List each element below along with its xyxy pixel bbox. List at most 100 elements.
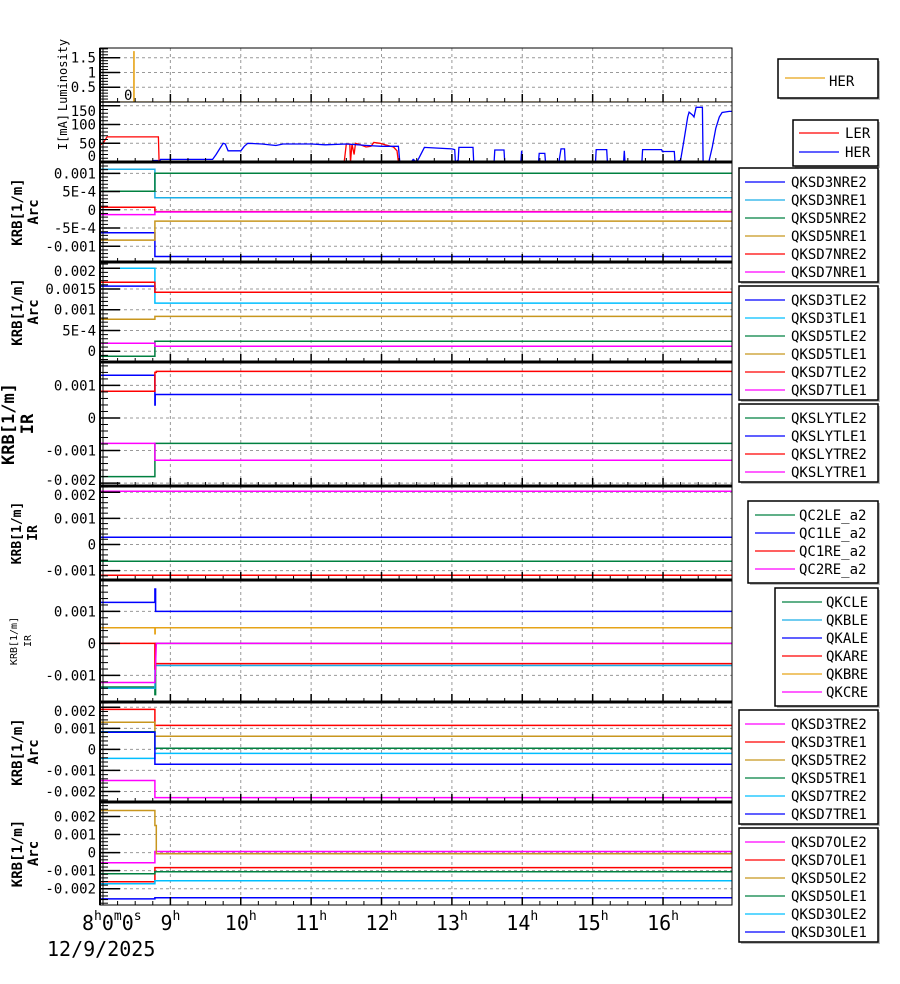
- x-tick-hour: 16: [647, 911, 671, 935]
- series-line-qksd3ole1: [100, 897, 732, 900]
- series-line-qksd5tle2: [100, 340, 732, 357]
- legend-box: [738, 709, 879, 825]
- legend-label: QKSD7NRE2: [791, 247, 867, 263]
- y-tick-label: 0: [88, 203, 96, 219]
- series-line-qkale: [100, 588, 732, 613]
- legend-box: [738, 827, 879, 943]
- legend-label: QC1RE_a2: [799, 544, 866, 560]
- series-line-qksd5tre2: [100, 721, 732, 738]
- y-tick-label: -0.001: [45, 239, 96, 255]
- y-tick-label: -0.001: [45, 444, 96, 460]
- legend-label: QKSD7NRE1: [791, 265, 867, 281]
- legend-background: [739, 168, 878, 282]
- x-tick-label: 15h: [577, 909, 609, 935]
- series-line-ler: [100, 136, 732, 162]
- legend-label: QKSD7TRE2: [791, 789, 867, 805]
- y-axis-label: KRB[1/m]: [10, 718, 26, 785]
- legend-label: QKCRE: [826, 685, 868, 701]
- legend-label: QKSD3OLE2: [791, 907, 867, 923]
- x-tick-label: 10h: [225, 909, 257, 935]
- y-tick-label: 5E-4: [62, 185, 96, 201]
- series-line-her: [100, 106, 732, 162]
- panel-frame: [99, 579, 733, 703]
- y-axis-label: IR: [18, 413, 38, 434]
- series-line-qksd3tre2: [100, 779, 732, 799]
- x-tick-hour: 14: [506, 911, 530, 935]
- y-tick-label: -5E-4: [54, 221, 96, 237]
- y-tick-label: -0.001: [45, 668, 96, 684]
- y-tick-label: 0.5: [71, 80, 96, 96]
- series-line-qksd7tle1: [100, 342, 732, 347]
- legend-label: HER: [845, 145, 871, 161]
- y-tick-label: 0.002: [54, 809, 96, 825]
- series-line-qksd7ole2: [100, 850, 732, 864]
- x-tick-label: 11h: [295, 909, 327, 935]
- y-tick-label: -0.002: [45, 882, 96, 898]
- y-axis-label: Arc: [26, 199, 42, 224]
- y-tick-label: 0.001: [54, 378, 96, 394]
- x-tick-hour: 11: [295, 911, 319, 935]
- legend-background: [739, 286, 878, 400]
- legend-label: LER: [845, 126, 871, 142]
- legend-background: [775, 588, 878, 706]
- series-line-qkslytre2: [100, 370, 732, 393]
- y-tick-label: 50: [79, 136, 96, 152]
- x-origin-part: m: [114, 909, 122, 924]
- x-origin-part: h: [94, 909, 102, 924]
- legend-label: QKSD3TLE1: [791, 311, 867, 327]
- y-axis-label: KRB[1/m]: [0, 383, 19, 465]
- x-tick-hour: 15: [577, 911, 601, 935]
- legend-box: [777, 58, 879, 99]
- legend-background: [739, 710, 878, 824]
- legend-label: QKSD3TLE2: [791, 293, 867, 309]
- series-line-qksd7tle2: [100, 281, 732, 294]
- y-tick-label: 150: [71, 104, 96, 120]
- y-tick-label: 0.001: [54, 511, 96, 527]
- x-tick-hour: 9: [160, 911, 172, 935]
- y-tick-label: 1.5: [71, 51, 96, 67]
- x-tick-hour: 13: [436, 911, 460, 935]
- x-tick-unit: h: [390, 909, 398, 924]
- series-line-qksd3ole2: [100, 880, 732, 885]
- x-tick-label: 13h: [436, 909, 468, 935]
- legend-label: QKBLE: [826, 613, 868, 629]
- panel-frame: [99, 101, 733, 163]
- series-line-qksd7nre1: [100, 211, 732, 216]
- series-line-qksd7tre1: [100, 731, 732, 766]
- y-tick-label: 1: [88, 65, 96, 81]
- series-line-qkble: [100, 664, 732, 689]
- y-tick-label: 0.001: [54, 166, 96, 182]
- legend-label: QKSD7TLE1: [791, 383, 867, 399]
- y-tick-label: 0: [88, 344, 96, 360]
- panel-frame: [99, 701, 733, 803]
- y-tick-label: -0.001: [45, 864, 96, 880]
- x-tick-unit: h: [530, 909, 538, 924]
- legend-box: [738, 403, 879, 483]
- y-tick-label: -0.001: [45, 763, 96, 779]
- panel-frame: [99, 485, 733, 581]
- legend-label: QKSD3NRE2: [791, 175, 867, 191]
- legend-label: QKARE: [826, 649, 868, 665]
- legend-label: QKALE: [826, 631, 868, 647]
- axes-layer: 00.511.5Luminosity050100150I[mA]0.0015E-…: [0, 39, 733, 906]
- series-line-qksd5ole2: [100, 809, 732, 855]
- y-axis-label: Arc: [26, 739, 42, 764]
- series-line-qksd5nre2: [100, 172, 732, 192]
- y-tick-label: 0.001: [54, 604, 96, 620]
- panel-frame: [99, 261, 733, 363]
- legend-label: QKSD5TRE2: [791, 753, 867, 769]
- legend-label: QKSD5NRE2: [791, 211, 867, 227]
- legend-label: QKSD3NRE1: [791, 193, 867, 209]
- series-line-qksd3tle2: [100, 285, 732, 294]
- x-date-label: 12/9/2025: [47, 937, 155, 961]
- series-line-qksd7tre2: [100, 752, 732, 760]
- y-axis-label: Luminosity: [56, 39, 70, 111]
- y-axis-label: KRB[1/m]: [10, 502, 25, 565]
- series-line-qkslytle1: [100, 374, 732, 406]
- legend-label: HER: [829, 74, 855, 90]
- x-tick-label: 14h: [506, 909, 538, 935]
- y-tick-label: 0.002: [54, 488, 96, 504]
- series-line-qksd7nre2: [100, 206, 732, 213]
- panel-frame: [99, 361, 733, 487]
- y-tick-label: 0: [88, 636, 96, 652]
